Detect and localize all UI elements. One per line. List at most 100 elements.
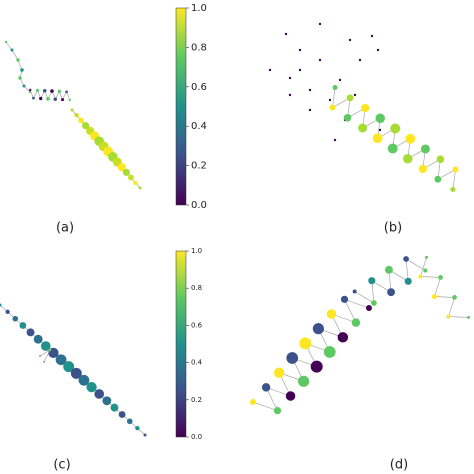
node — [298, 48, 302, 52]
node — [0, 303, 2, 307]
node — [12, 315, 19, 322]
node — [436, 155, 445, 164]
node — [28, 88, 32, 92]
node — [438, 275, 443, 280]
node — [370, 34, 374, 38]
node — [33, 334, 43, 344]
node — [452, 295, 457, 300]
tick-label: 1.0 — [191, 247, 202, 255]
node — [10, 48, 14, 52]
node — [348, 38, 352, 42]
node — [318, 58, 322, 62]
node — [122, 168, 130, 176]
node — [46, 97, 50, 101]
node — [333, 138, 337, 142]
panel-label: (a) — [56, 221, 74, 236]
node — [40, 341, 51, 351]
node — [390, 123, 401, 134]
node — [74, 112, 79, 118]
node — [19, 322, 27, 329]
node — [250, 399, 257, 406]
node — [128, 174, 134, 181]
tick-label: 0.4 — [191, 121, 207, 132]
node — [310, 360, 323, 373]
node — [43, 361, 45, 363]
node — [288, 93, 292, 97]
edge — [5, 41, 31, 93]
edge — [420, 257, 469, 318]
node — [126, 418, 133, 425]
node — [329, 104, 336, 111]
node — [452, 166, 459, 173]
tick-label: 0.6 — [191, 321, 203, 329]
tick-label: 1.0 — [191, 3, 207, 14]
node — [404, 277, 412, 285]
node — [312, 323, 324, 335]
node — [18, 76, 22, 80]
node — [26, 328, 35, 337]
node — [434, 175, 442, 183]
node — [78, 374, 90, 386]
node — [57, 89, 61, 94]
node — [70, 108, 74, 112]
node — [418, 274, 423, 279]
tick-label: 0.0 — [191, 200, 207, 211]
node — [61, 98, 65, 102]
panel-label: (d) — [390, 458, 408, 473]
edge — [354, 258, 426, 304]
tick-label: 0.8 — [191, 42, 207, 53]
node — [110, 403, 119, 412]
node — [403, 256, 409, 262]
node — [343, 113, 352, 122]
node — [68, 98, 72, 102]
node — [346, 94, 354, 102]
node — [403, 153, 413, 164]
node — [133, 180, 138, 186]
node — [340, 295, 349, 303]
node — [378, 128, 382, 132]
node — [39, 355, 41, 357]
node — [351, 318, 361, 327]
node — [48, 348, 52, 352]
node — [425, 255, 429, 259]
node — [299, 337, 312, 350]
node — [318, 22, 322, 26]
tick-label: 0.4 — [191, 359, 203, 367]
node — [332, 85, 338, 91]
node — [268, 68, 272, 72]
node — [94, 389, 105, 399]
tick-label: 0.0 — [191, 433, 202, 441]
node — [102, 396, 112, 406]
node — [387, 143, 398, 154]
tick-label: 0.2 — [191, 396, 202, 404]
node — [78, 117, 84, 124]
panel-label: (b) — [384, 221, 402, 236]
node — [326, 309, 337, 319]
node — [450, 186, 456, 192]
node — [138, 186, 142, 190]
node — [118, 411, 126, 418]
node — [358, 58, 362, 62]
node — [420, 144, 430, 154]
edge — [252, 298, 370, 412]
node — [353, 93, 357, 97]
node — [35, 88, 39, 92]
node — [328, 98, 332, 102]
node — [70, 367, 82, 379]
colorbar — [175, 250, 187, 438]
node — [42, 88, 47, 93]
node — [338, 78, 342, 82]
node — [53, 97, 58, 102]
node — [4, 40, 8, 44]
tick-label: 0.8 — [191, 284, 202, 292]
node — [285, 391, 296, 401]
node — [143, 433, 147, 437]
node — [375, 113, 385, 124]
node — [384, 265, 393, 274]
node — [39, 96, 43, 101]
node — [135, 425, 140, 431]
node — [337, 332, 349, 343]
node — [117, 163, 126, 172]
node — [358, 123, 368, 133]
